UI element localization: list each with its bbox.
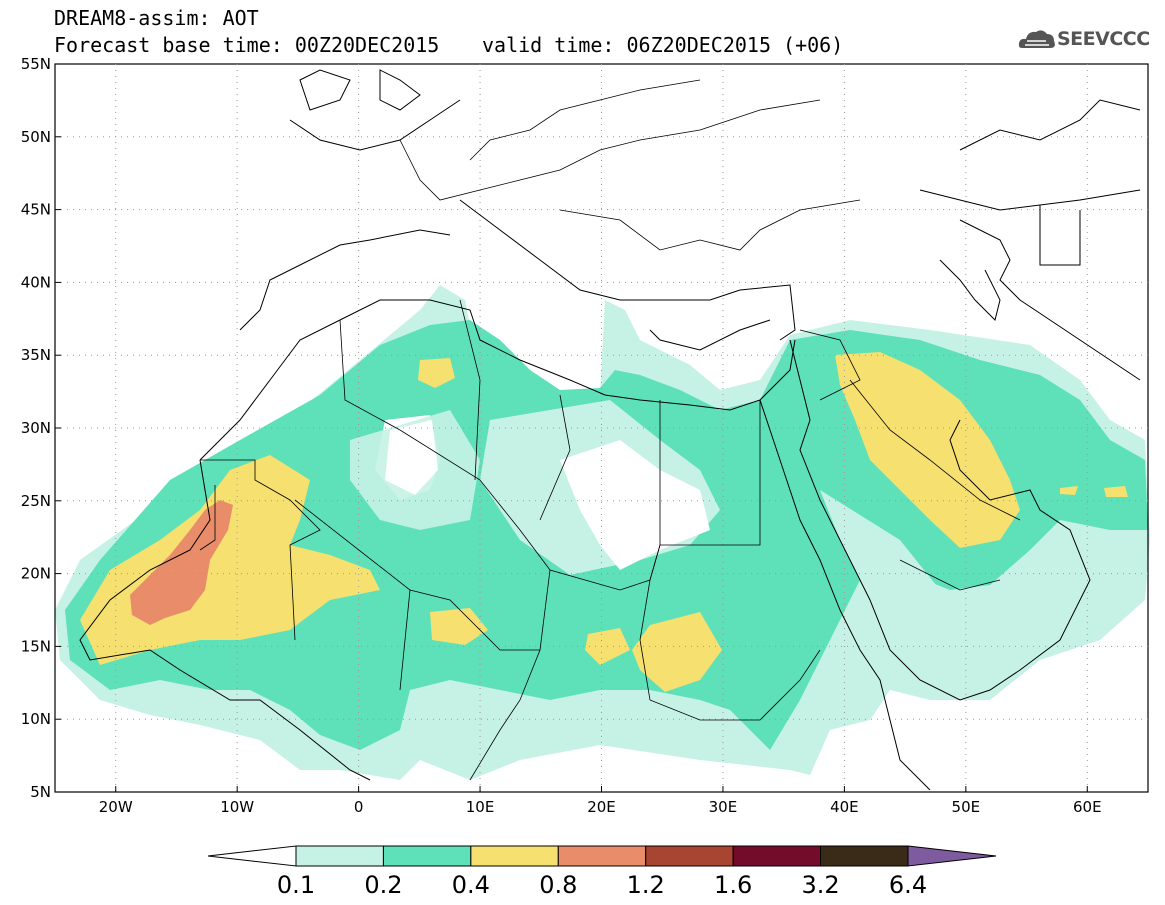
forecast-base-time: Forecast base time: 00Z20DEC2015 <box>54 33 440 57</box>
lat-tick-label: 15N <box>21 637 51 655</box>
colorbar-label: 0.8 <box>539 871 578 899</box>
logo-text: SEEVCCC <box>1057 28 1150 50</box>
longitude-ticks: 20W 10W 0 10E 20E 30E 40E 50E 60E <box>99 786 1102 816</box>
aot-band-0.8 <box>130 500 233 625</box>
colorbar-swatch <box>557 845 647 867</box>
colorbar-label: 3.2 <box>801 871 840 899</box>
lon-tick-label: 0 <box>354 798 364 816</box>
colorbar-label: 0.4 <box>451 871 490 899</box>
valid-time: valid time: 06Z20DEC2015 (+06) <box>482 33 844 57</box>
country-borders <box>199 79 1021 781</box>
colorbar-label: 6.4 <box>888 871 928 899</box>
map-title: DREAM8-assim: AOT <box>54 6 259 30</box>
colorbar-swatch <box>470 845 559 867</box>
colorbar-swatch <box>295 845 384 867</box>
lon-tick-label: 50E <box>952 798 981 816</box>
lon-tick-label: 40E <box>830 798 859 816</box>
lat-tick-label: 5N <box>30 783 51 801</box>
colorbar-high-arrow <box>907 845 997 867</box>
lat-tick-label: 25N <box>21 492 51 510</box>
coastlines <box>79 69 1141 791</box>
cloud-logo-icon <box>1018 30 1055 48</box>
lat-tick-label: 20N <box>21 565 51 583</box>
lon-tick-label: 20E <box>587 798 616 816</box>
lon-tick-label: 10E <box>466 798 495 816</box>
colorbar-label: 1.6 <box>714 871 753 899</box>
lat-tick-label: 55N <box>21 55 51 73</box>
colorbar-swatch <box>382 845 472 867</box>
colorbar-label: 0.2 <box>364 871 403 899</box>
colorbar-swatch <box>645 845 734 867</box>
latitude-ticks: 55N 50N 45N 40N 35N 30N 25N 20N 15N 10N 5N <box>21 55 61 801</box>
lon-tick-label: 10W <box>220 798 254 816</box>
lon-tick-label: 30E <box>709 798 738 816</box>
lon-tick-label: 20W <box>99 798 133 816</box>
lat-tick-label: 45N <box>21 201 51 219</box>
colorbar-swatch <box>820 845 909 867</box>
colorbar <box>207 845 997 867</box>
colorbar-label: 0.1 <box>276 871 316 899</box>
lon-tick-label: 60E <box>1073 798 1102 816</box>
map-grid <box>55 64 1148 792</box>
colorbar-low-arrow <box>207 845 297 867</box>
colorbar-label: 1.2 <box>626 871 665 899</box>
lat-tick-label: 35N <box>21 346 51 364</box>
lat-tick-label: 10N <box>21 710 51 728</box>
lat-tick-label: 40N <box>21 273 51 291</box>
lat-tick-label: 30N <box>21 419 51 437</box>
lat-tick-label: 50N <box>21 128 51 146</box>
colorbar-swatch <box>732 845 822 867</box>
